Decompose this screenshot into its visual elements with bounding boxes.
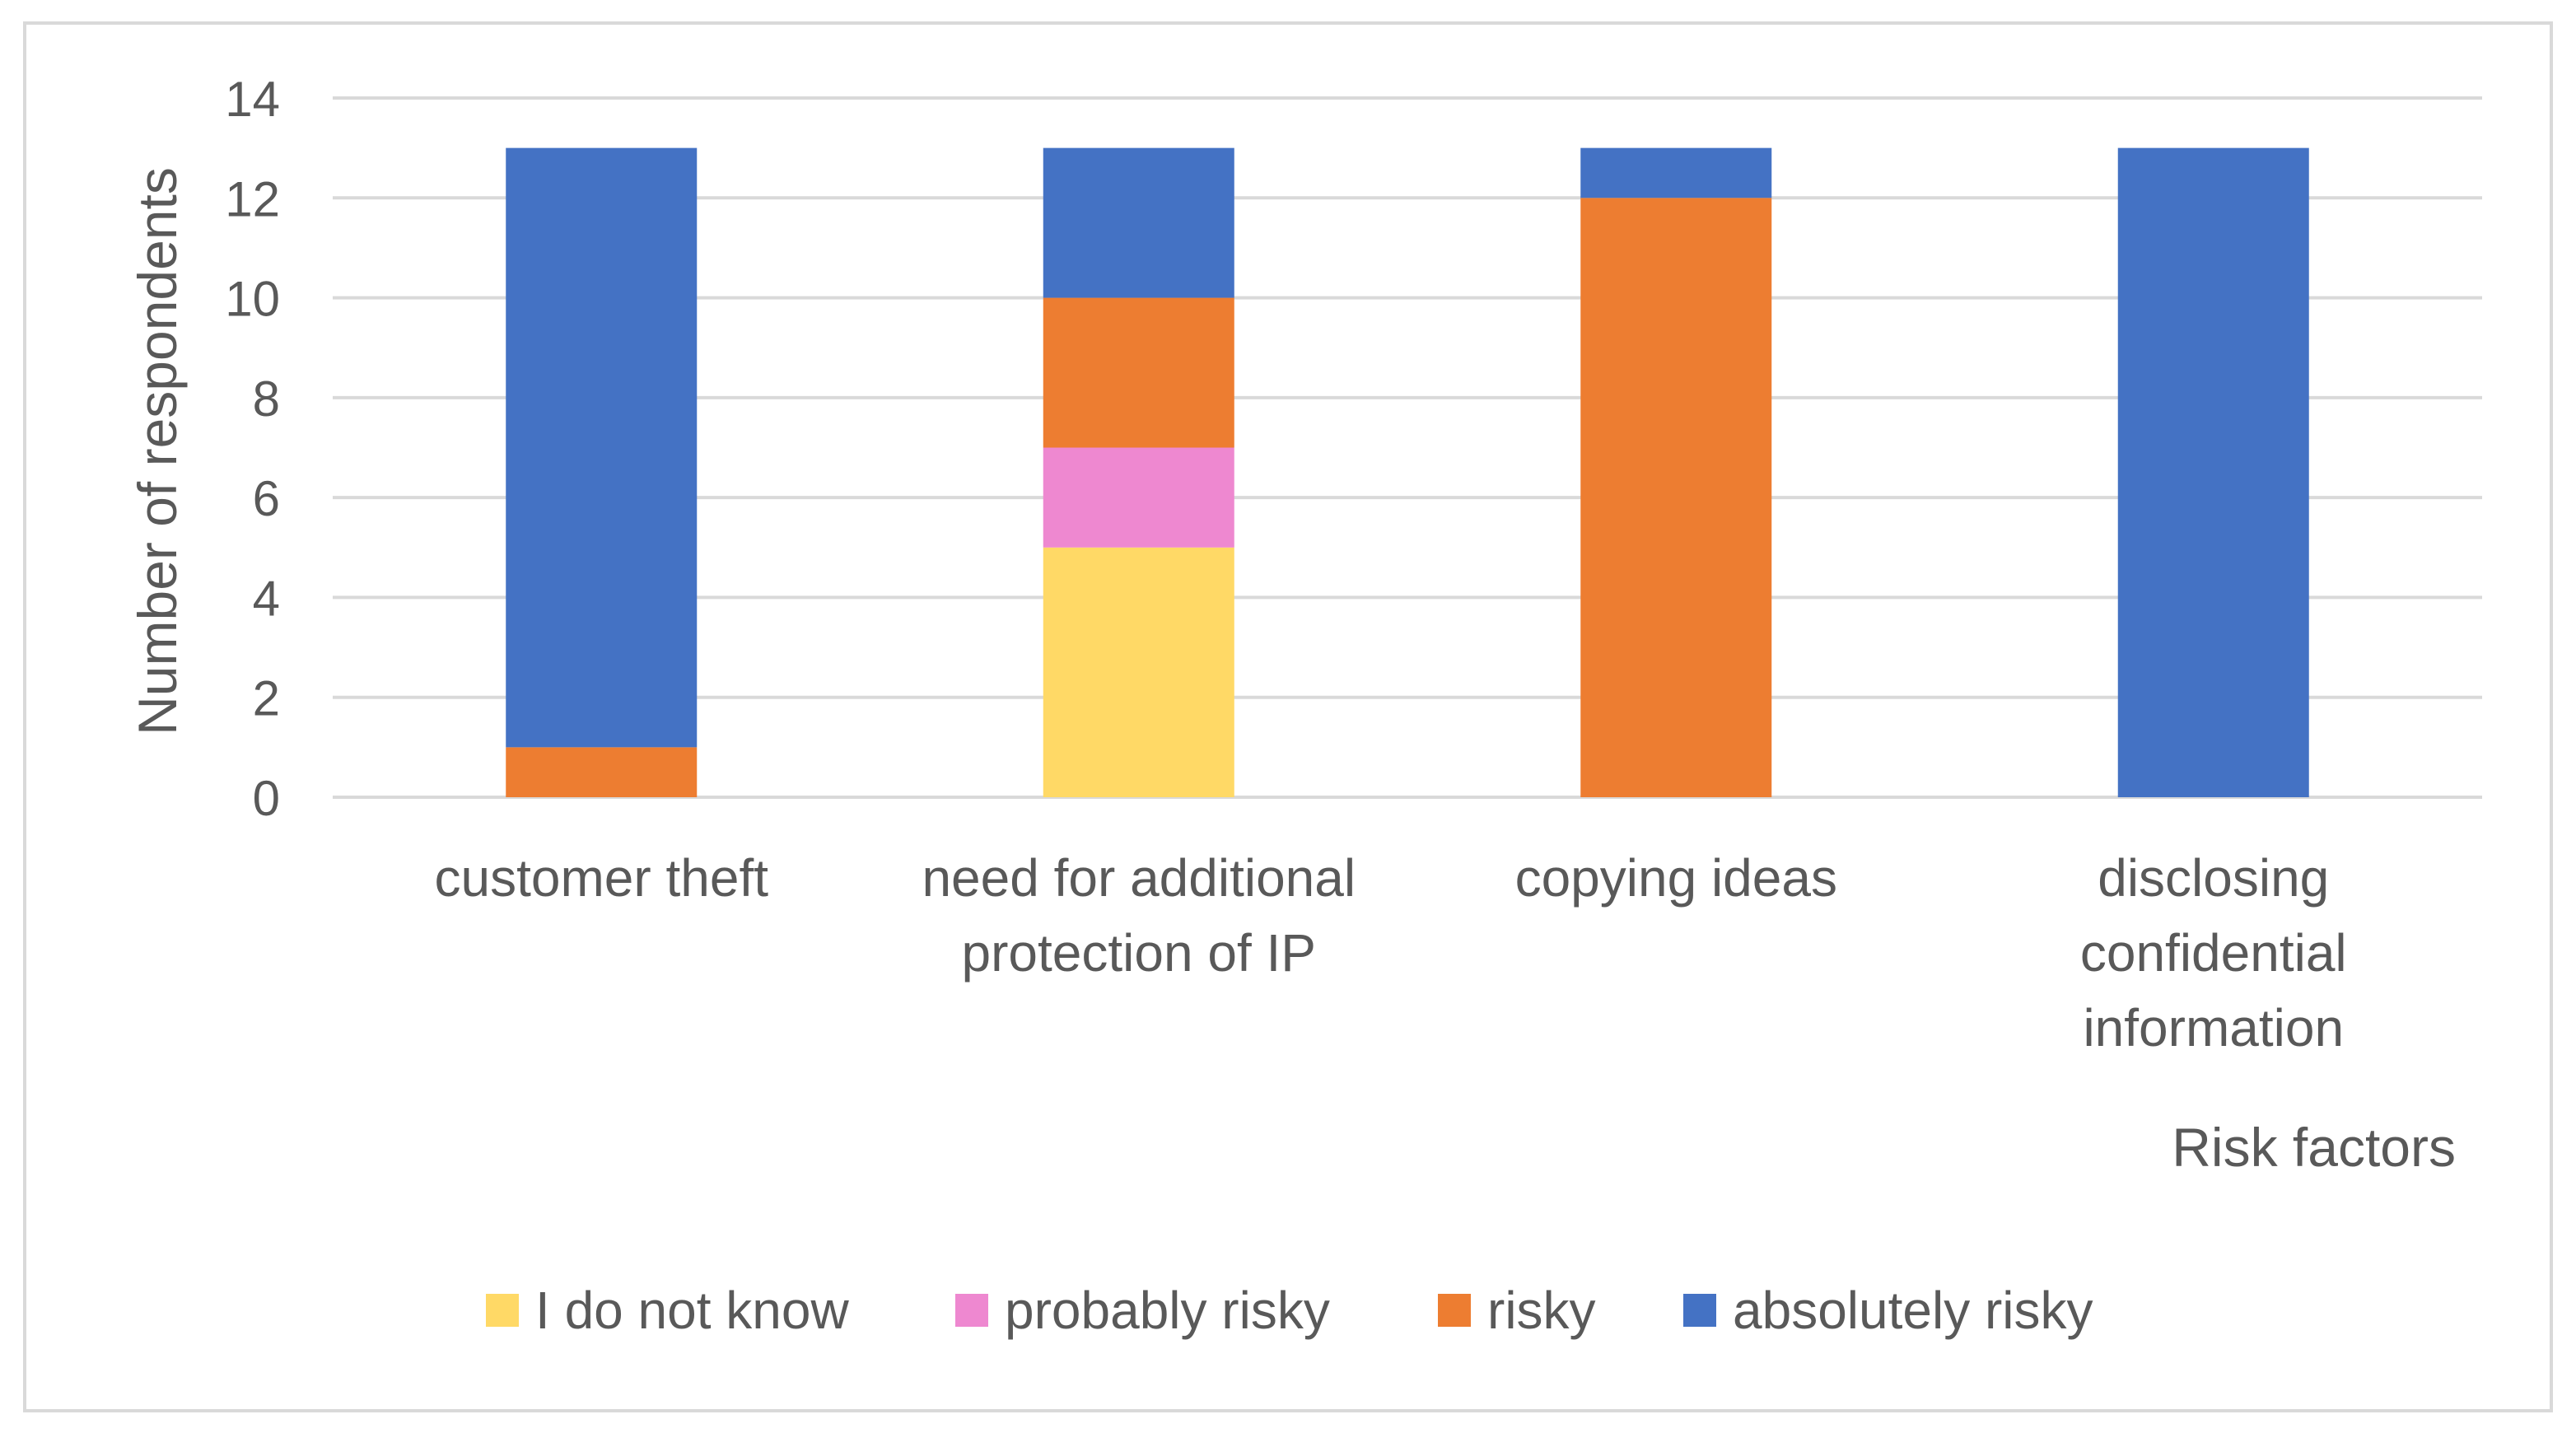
bars <box>506 147 2309 798</box>
x-tick-label: customer theft <box>435 848 769 908</box>
y-tick-label: 14 <box>225 72 280 127</box>
x-axis-label: Risk factors <box>2172 1117 2456 1178</box>
x-tick-label: disclosing <box>2098 848 2329 908</box>
y-axis-label: Number of respondents <box>127 167 188 735</box>
legend-label: probably risky <box>1005 1281 1330 1340</box>
bar-segment <box>506 147 698 748</box>
legend-label: I do not know <box>535 1281 849 1340</box>
x-tick-label: information <box>2083 998 2344 1057</box>
legend-swatch <box>1683 1294 1716 1327</box>
y-tick-label: 10 <box>225 272 280 327</box>
y-tick-label: 8 <box>253 371 280 427</box>
x-tick-label: need for additional <box>922 848 1356 908</box>
y-tick-label: 4 <box>253 571 280 626</box>
bar-segment <box>1043 297 1234 448</box>
bar-segment <box>1043 147 1234 298</box>
legend: I do not know probably risky risky absolute… <box>486 1281 2093 1340</box>
y-tick-label: 12 <box>225 171 280 226</box>
bar-segment <box>1043 547 1234 797</box>
bar-segment <box>506 747 698 797</box>
legend-label: absolutely risky <box>1733 1281 2093 1340</box>
y-tick-label: 2 <box>253 671 280 726</box>
bar-segment <box>1580 147 1772 198</box>
bar-segment <box>2117 147 2309 798</box>
axes: 0 2 4 6 8 10 12 14 customer theft need for additi… <box>225 72 2346 1057</box>
y-tick-label: 6 <box>253 471 280 526</box>
legend-swatch <box>486 1294 519 1327</box>
bar-segment <box>1580 198 1772 798</box>
legend-swatch <box>1438 1294 1471 1327</box>
x-tick-label: protection of IP <box>962 923 1316 983</box>
y-tick-label: 0 <box>253 771 280 826</box>
x-tick-label: confidential <box>2080 923 2347 983</box>
legend-label: risky <box>1487 1281 1596 1340</box>
legend-swatch <box>955 1294 988 1327</box>
x-tick-label: copying ideas <box>1515 848 1837 908</box>
bar-segment <box>1043 447 1234 548</box>
